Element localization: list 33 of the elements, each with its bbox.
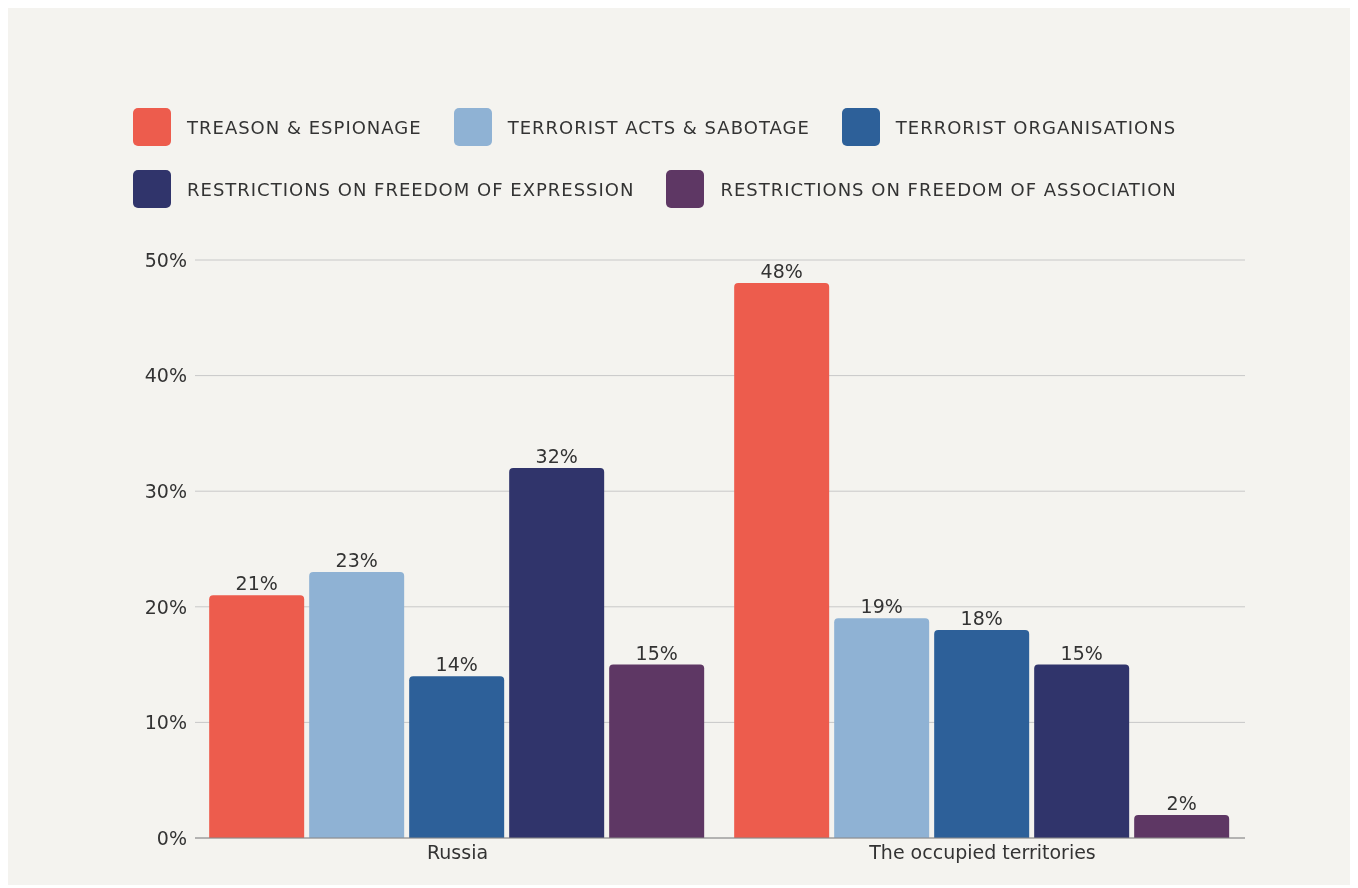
legend-label: TREASON & ESPIONAGE	[187, 116, 422, 138]
data-label: 2%	[1166, 791, 1197, 814]
y-tick-label: 20%	[144, 595, 187, 618]
data-label: 18%	[960, 606, 1003, 629]
data-label: 15%	[635, 641, 678, 664]
data-label: 48%	[760, 260, 803, 283]
y-tick-label: 50%	[144, 248, 187, 271]
bar	[609, 664, 705, 838]
data-label: 15%	[1060, 641, 1103, 664]
data-label: 23%	[335, 549, 378, 572]
bar	[309, 572, 405, 838]
bar	[409, 676, 505, 838]
x-tick-label: The occupied territories	[868, 841, 1096, 864]
y-tick-label: 40%	[144, 364, 187, 387]
bar	[934, 629, 1030, 838]
bar	[209, 595, 305, 838]
legend-label: TERRORIST ORGANISATIONS	[895, 116, 1177, 138]
data-label: 32%	[535, 445, 578, 468]
y-tick-label: 10%	[144, 711, 187, 734]
legend-label: RESTRICTIONS ON FREEDOM OF EXPRESSION	[187, 178, 635, 200]
bar	[509, 468, 605, 838]
y-tick-label: 30%	[144, 479, 187, 502]
y-tick-label: 0%	[156, 826, 187, 849]
bar	[734, 283, 830, 838]
data-label: 21%	[235, 572, 278, 595]
data-label: 19%	[860, 595, 903, 618]
legend-label: RESTRICTIONS ON FREEDOM OF ASSOCIATION	[720, 178, 1177, 200]
bar	[1034, 664, 1130, 838]
legend-label: TERRORIST ACTS & SABOTAGE	[507, 116, 810, 138]
bar	[834, 618, 930, 838]
bar	[1134, 814, 1230, 838]
x-tick-label: Russia	[426, 841, 489, 864]
data-label: 14%	[435, 653, 478, 676]
